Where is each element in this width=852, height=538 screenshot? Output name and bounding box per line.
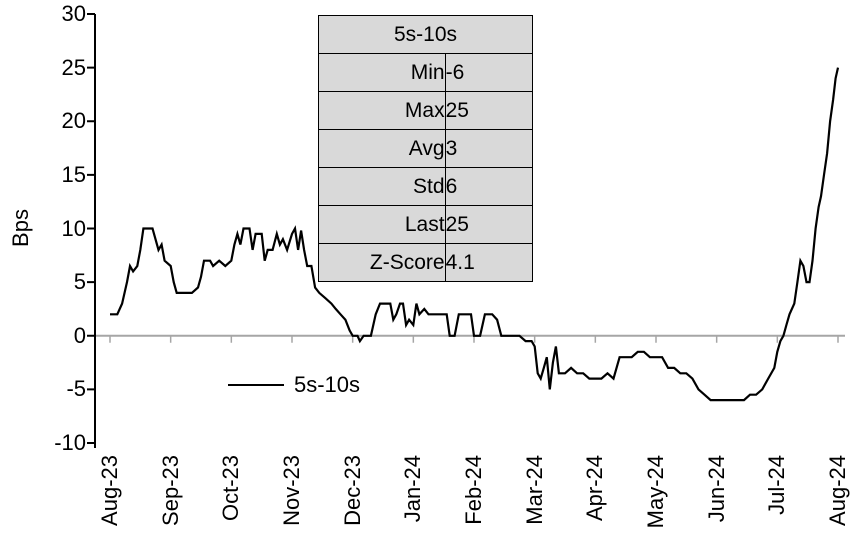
stats-table: 5s-10s Min -6 Max 25 Avg 3 Std 6 Last 25… [318,15,534,282]
x-tick-label: Oct-23 [218,455,244,522]
stat-label: Min [318,53,446,92]
y-tick-label: -10 [54,430,86,455]
y-tick-label: 5 [73,269,86,295]
stat-value: 3 [444,129,534,168]
stats-table-title: 5s-10s [318,15,533,54]
stat-value: 25 [444,91,534,130]
legend-line-sample [228,384,284,386]
stats-table-header-row: 5s-10s [318,15,533,54]
y-tick-label: -5 [66,376,86,402]
table-row: Last 25 [318,205,534,244]
table-row: Avg 3 [318,129,534,168]
y-tick-label: 20 [61,108,86,134]
table-row: Min -6 [318,53,534,92]
y-tick-label: 15 [61,161,86,187]
x-tick-label: Aug-24 [825,455,850,526]
x-tick-label: Mar-24 [521,455,547,525]
stat-value: 25 [444,205,534,244]
legend-label: 5s-10s [294,372,361,397]
stat-label: Max [318,91,446,130]
stat-label: Last [318,205,446,244]
stat-label: Z-Score [318,243,446,282]
legend: 5s-10s [228,371,360,399]
x-tick-label: Aug-23 [97,455,122,526]
x-tick-label: Jul-24 [764,455,790,515]
x-tick-label: Jan-24 [400,455,426,523]
stat-label: Std [318,167,446,206]
y-axis-title: Bps [8,209,33,247]
table-row: Std 6 [318,167,534,206]
x-tick-label: Apr-24 [582,455,608,522]
table-row: Max 25 [318,91,534,130]
x-tick-label: Sep-23 [157,455,183,526]
stat-value: -6 [444,53,534,92]
y-tick-label: 0 [73,322,86,348]
x-tick-label: Feb-24 [461,455,486,525]
y-tick-label: 25 [61,54,86,80]
table-row: Z-Score 4.1 [318,243,534,282]
x-tick-label: May-24 [643,455,668,529]
x-tick-label: Dec-23 [339,455,365,526]
x-tick-label: Nov-23 [279,455,304,526]
series-line-5s-10s [110,67,840,402]
y-tick-label: 30 [61,1,86,26]
stat-label: Avg [318,129,446,168]
y-tick-label: 10 [61,215,86,241]
stat-value: 4.1 [444,243,534,282]
stat-value: 6 [444,167,534,206]
x-tick-label: Jun-24 [703,455,729,523]
